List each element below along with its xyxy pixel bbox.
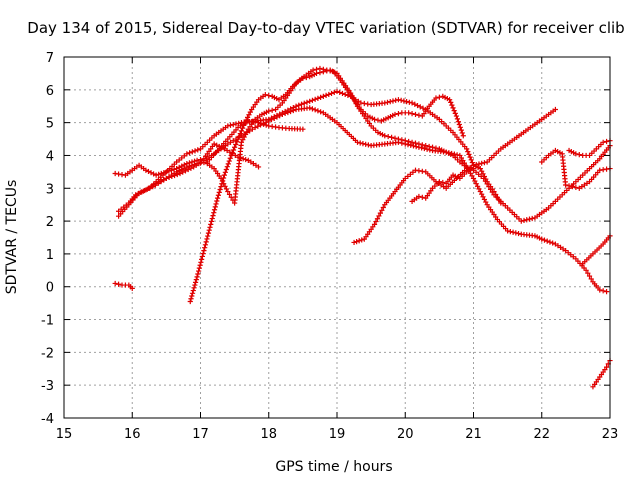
x-tick-label: 15	[56, 427, 73, 442]
x-tick-label: 20	[397, 427, 414, 442]
y-tick-label: 2	[46, 215, 54, 230]
x-tick-label: 16	[124, 427, 141, 442]
data-point-markers	[116, 105, 610, 295]
series-sat-d	[146, 88, 558, 191]
data-series	[112, 65, 613, 390]
y-tick-label: 5	[46, 117, 54, 132]
series-sat-e	[187, 65, 466, 305]
y-tick-label: -1	[41, 314, 54, 329]
y-tick-label: 7	[46, 51, 54, 66]
data-point-markers	[566, 138, 613, 159]
y-tick-label: 4	[46, 149, 54, 164]
x-tick-label: 21	[465, 427, 482, 442]
data-point-markers	[187, 65, 466, 305]
data-point-markers	[112, 280, 135, 291]
y-tick-label: 1	[46, 248, 54, 263]
grid	[64, 57, 610, 418]
series-sat-k	[566, 138, 613, 159]
data-point-markers	[116, 118, 306, 214]
series-sat-b	[116, 118, 306, 214]
series-sat-c	[116, 105, 610, 295]
y-axis-label: SDTVAR / TECUs	[4, 180, 20, 295]
y-tick-label: -3	[41, 379, 54, 394]
data-point-markers	[204, 67, 477, 206]
y-tick-label: 6	[46, 84, 54, 99]
series-sat-i	[112, 280, 135, 291]
x-tick-label: 22	[533, 427, 550, 442]
series-sat-h	[409, 162, 504, 206]
data-point-markers	[539, 147, 613, 191]
data-point-markers	[409, 162, 504, 206]
data-point-markers	[146, 88, 558, 191]
y-tick-label: -4	[41, 412, 54, 427]
series-sat-j	[539, 147, 613, 191]
x-axis-label: GPS time / hours	[275, 459, 392, 475]
chart-title: Day 134 of 2015, Sidereal Day-to-day VTE…	[27, 19, 624, 37]
x-tick-label: 19	[329, 427, 346, 442]
x-tick-label: 18	[260, 427, 277, 442]
data-point-markers	[580, 233, 613, 267]
series-sat-f	[204, 67, 477, 206]
series-sat-l	[580, 233, 613, 267]
x-tick-label: 23	[602, 427, 619, 442]
x-tick-label: 17	[192, 427, 209, 442]
y-tick-label: 3	[46, 182, 54, 197]
series-sat-m	[590, 357, 613, 390]
y-tick-label: 0	[46, 281, 54, 296]
data-point-markers	[590, 357, 613, 390]
y-tick-label: -2	[41, 346, 54, 361]
